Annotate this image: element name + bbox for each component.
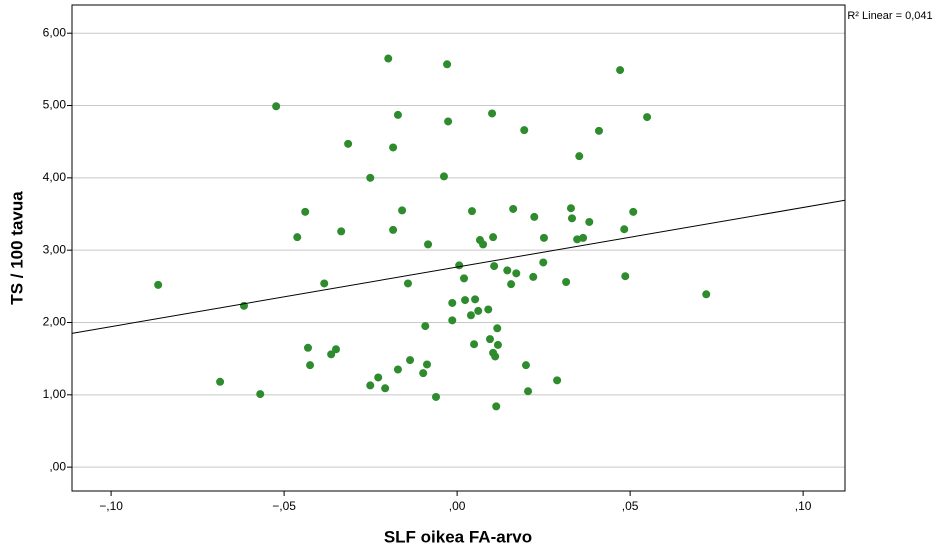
y-tick-label: 3,00 bbox=[43, 242, 67, 256]
y-tick-label: ,00 bbox=[49, 459, 66, 473]
point bbox=[467, 207, 476, 216]
point bbox=[566, 204, 575, 213]
point bbox=[398, 206, 407, 215]
point bbox=[503, 266, 512, 275]
point bbox=[393, 365, 402, 374]
y-tick-label: 5,00 bbox=[43, 98, 67, 112]
point bbox=[424, 240, 433, 249]
point bbox=[553, 376, 562, 385]
y-axis-title: TS / 100 tavua bbox=[7, 191, 26, 305]
x-tick-label: ,05 bbox=[622, 499, 639, 513]
y-tick-label: 1,00 bbox=[43, 387, 67, 401]
point bbox=[366, 381, 375, 390]
point bbox=[521, 361, 530, 370]
point bbox=[216, 377, 225, 386]
point bbox=[154, 280, 163, 289]
point bbox=[620, 225, 629, 234]
y-tick-label: 2,00 bbox=[43, 315, 67, 329]
point bbox=[344, 139, 353, 148]
point bbox=[366, 173, 375, 182]
point bbox=[488, 109, 497, 118]
plot-frame bbox=[71, 4, 846, 492]
point bbox=[389, 143, 398, 152]
point bbox=[509, 204, 518, 213]
point bbox=[423, 360, 432, 369]
point bbox=[491, 352, 500, 361]
point bbox=[621, 272, 630, 281]
point bbox=[629, 207, 638, 216]
point bbox=[567, 214, 576, 223]
point bbox=[539, 233, 548, 242]
y-tick-label: 4,00 bbox=[43, 170, 67, 184]
y-tick-label: 6,00 bbox=[43, 25, 67, 39]
point bbox=[466, 311, 475, 320]
point bbox=[332, 345, 341, 354]
point bbox=[616, 66, 625, 75]
fit-line bbox=[71, 199, 846, 334]
point bbox=[594, 126, 603, 135]
point bbox=[490, 262, 499, 271]
point bbox=[479, 240, 488, 249]
x-tick-label: ,00 bbox=[449, 499, 466, 513]
point bbox=[471, 295, 480, 304]
point bbox=[389, 225, 398, 234]
point bbox=[579, 233, 588, 242]
point bbox=[562, 277, 571, 286]
point bbox=[293, 233, 302, 242]
x-tick-label: ,10 bbox=[795, 499, 812, 513]
point bbox=[474, 306, 483, 315]
point bbox=[374, 373, 383, 382]
point bbox=[444, 117, 453, 126]
point bbox=[303, 343, 312, 352]
fit-annotation: R² Linear = 0,041 bbox=[847, 10, 932, 22]
point bbox=[403, 279, 412, 288]
point bbox=[575, 152, 584, 161]
point bbox=[306, 361, 315, 370]
point bbox=[448, 316, 457, 325]
x-tick-label: −,10 bbox=[99, 499, 123, 513]
point bbox=[493, 324, 502, 333]
point bbox=[520, 126, 529, 135]
point bbox=[539, 258, 548, 267]
point bbox=[492, 402, 501, 411]
point bbox=[702, 290, 711, 299]
point bbox=[256, 390, 265, 399]
point bbox=[443, 60, 452, 69]
point bbox=[529, 272, 538, 281]
point bbox=[470, 340, 479, 349]
x-tick-label: −,05 bbox=[272, 499, 296, 513]
point bbox=[489, 233, 498, 242]
point bbox=[485, 335, 494, 344]
point bbox=[455, 261, 464, 270]
point bbox=[524, 387, 533, 396]
point bbox=[585, 217, 594, 226]
point bbox=[643, 113, 652, 122]
point bbox=[460, 274, 469, 283]
point bbox=[406, 356, 415, 365]
point bbox=[337, 227, 346, 236]
point bbox=[484, 305, 493, 314]
point bbox=[384, 54, 393, 63]
point bbox=[327, 350, 336, 359]
point bbox=[320, 279, 329, 288]
point bbox=[419, 369, 428, 378]
point bbox=[461, 296, 470, 305]
point bbox=[393, 110, 402, 119]
x-axis-title: SLF oikea FA-arvo bbox=[384, 527, 532, 546]
point bbox=[493, 340, 502, 349]
point bbox=[512, 269, 521, 278]
point bbox=[381, 384, 390, 393]
point bbox=[432, 392, 441, 401]
point bbox=[439, 172, 448, 181]
point bbox=[272, 102, 281, 111]
point bbox=[507, 280, 516, 289]
point bbox=[530, 212, 539, 221]
point bbox=[301, 207, 310, 216]
point bbox=[448, 298, 457, 307]
point bbox=[421, 322, 430, 331]
